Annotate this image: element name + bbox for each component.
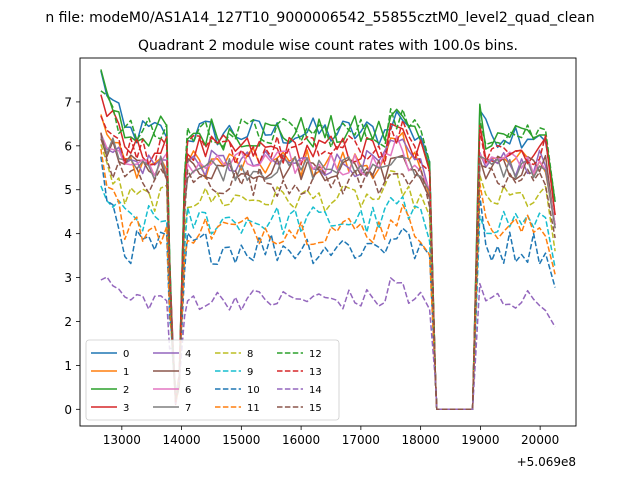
x-tick-label: 13000	[103, 433, 141, 447]
legend-label: 5	[185, 367, 191, 378]
series-line-13	[100, 115, 556, 411]
legend-label: 11	[247, 403, 260, 414]
legend-entry: 14	[277, 385, 322, 396]
legend-label: 0	[123, 349, 129, 360]
x-axis: 13000 14000 15000 16000 17000 18000 19000 20000	[103, 426, 559, 447]
legend-entry: 7	[153, 403, 191, 414]
legend-entry: 2	[91, 385, 129, 396]
chart-title: Quadrant 2 module wise count rates with …	[138, 38, 518, 54]
legend-label: 9	[247, 367, 253, 378]
legend-entry: 8	[215, 349, 253, 360]
figure-suptitle: n file: modeM0/AS1A14_127T10_9000006542_…	[45, 10, 594, 26]
legend-label: 15	[309, 403, 322, 414]
y-tick-label: 2	[64, 315, 72, 329]
legend-label: 3	[123, 403, 129, 414]
y-axis: 0 1 2 3 4 5 6 7	[64, 95, 80, 417]
x-offset-label: +5.069e8	[517, 455, 576, 469]
legend-frame	[85, 339, 340, 421]
y-tick-label: 6	[64, 139, 72, 153]
x-tick-label: 20000	[521, 433, 559, 447]
legend-entry: 13	[277, 367, 322, 378]
legend-entry: 12	[277, 349, 322, 360]
x-tick-label: 15000	[222, 433, 260, 447]
legend-entry: 15	[277, 403, 322, 414]
y-tick-label: 1	[64, 359, 72, 373]
legend-entry: 3	[91, 403, 129, 414]
legend-label: 7	[185, 403, 191, 414]
legend-label: 4	[185, 349, 191, 360]
y-tick-label: 5	[64, 183, 72, 197]
y-tick-label: 0	[64, 403, 72, 417]
legend-label: 6	[185, 385, 191, 396]
legend-label: 10	[247, 385, 260, 396]
legend-label: 8	[247, 349, 253, 360]
legend-entry: 10	[215, 385, 260, 396]
x-tick-label: 16000	[282, 433, 320, 447]
x-tick-label: 19000	[461, 433, 499, 447]
legend-entry: 9	[215, 367, 253, 378]
x-tick-label: 14000	[162, 433, 200, 447]
legend-label: 1	[123, 367, 129, 378]
legend-entry: 1	[91, 367, 129, 378]
legend-label: 13	[309, 367, 322, 378]
x-tick-label: 17000	[342, 433, 380, 447]
legend-entry: 4	[153, 349, 191, 360]
legend-entry: 11	[215, 403, 260, 414]
y-tick-label: 3	[64, 271, 72, 285]
legend-entry: 0	[91, 349, 129, 360]
series-line-14	[100, 276, 556, 411]
y-tick-label: 7	[64, 95, 72, 109]
legend-entry: 6	[153, 385, 191, 396]
y-tick-label: 4	[64, 227, 72, 241]
legend-label: 14	[309, 385, 322, 396]
plot-area-frame	[79, 57, 577, 427]
legend-entry: 5	[153, 367, 191, 378]
legend-label: 12	[309, 349, 322, 360]
x-tick-label: 18000	[402, 433, 440, 447]
legend-label: 2	[123, 385, 129, 396]
